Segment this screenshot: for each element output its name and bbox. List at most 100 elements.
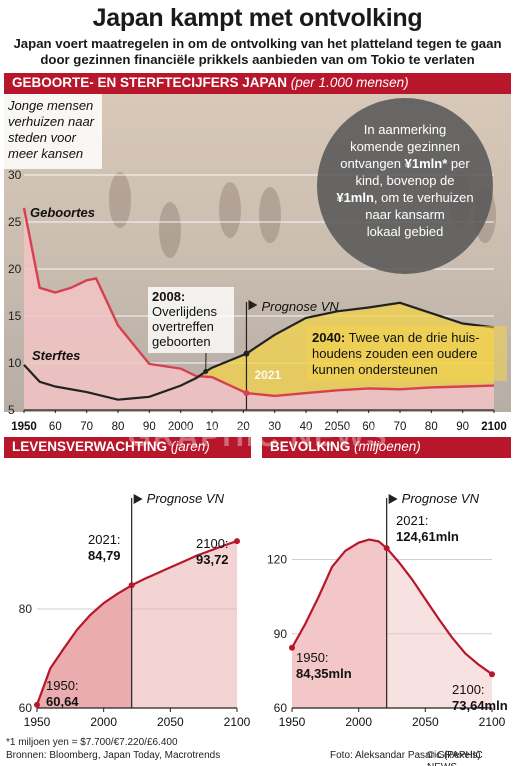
mid-value-label: 124,61mln (396, 529, 459, 544)
x-tick-label-70: 70 (80, 421, 93, 433)
future-note-first-line: 2040: Twee van de drie huis- (312, 330, 479, 345)
y-tick-label-120: 120 (267, 553, 287, 567)
x-tick-label-2000: 2000 (168, 421, 194, 433)
deaths-2021-point (243, 350, 250, 357)
x-tick-label-2000: 2000 (90, 715, 117, 729)
birth-death-chart-unit: (per 1.000 mensen) (290, 75, 409, 90)
footnote: *1 miljoen yen = $7.700/€7.220/£6.400 (6, 737, 178, 748)
y-tick-label-5: 5 (8, 403, 15, 417)
forecast-marker-arrow (133, 494, 143, 504)
data-point-2 (234, 538, 240, 545)
crossover-note: Overlijdens overtreffen geboorten (152, 304, 218, 349)
population-unit: (miljoenen) (354, 439, 421, 454)
callout-run: , om te verhuizen (374, 190, 474, 205)
page-title: Japan kampt met ontvolking (92, 4, 423, 32)
births-area (24, 207, 494, 410)
subsidy-callout-line: naar kansarm (365, 207, 444, 222)
deaths-line (23, 301, 495, 401)
future-note-panel (307, 326, 507, 381)
young-people-note-line: meer kansen (8, 146, 83, 161)
data-point-0 (34, 701, 40, 708)
callout-amount: ¥1mln (336, 190, 374, 205)
y-tick-label-10: 10 (8, 356, 22, 370)
forecast-label: Prognose VN (402, 491, 480, 506)
data-point-2 (489, 671, 495, 678)
start-year-label: 1950: (46, 678, 79, 693)
y-tick-label-15: 15 (8, 309, 22, 323)
year-marker-2021: 2021 (254, 368, 281, 382)
population-chart: 60 90 120 1950 2000 2050 2100 Prognose VN 1950:8… (267, 491, 508, 729)
x-tick-label-2100: 2100 (479, 715, 506, 729)
x-tick-label-20: 20 (237, 421, 250, 433)
population-title: BEVOLKING (270, 439, 351, 454)
life-expectancy-title-bar: LEVENSVERWACHTING (jaren) (4, 437, 251, 458)
x-tick-label-90: 90 (456, 421, 469, 433)
end-year-label: 2100: (452, 682, 485, 697)
mid-value-label: 84,79 (88, 548, 121, 563)
subsidy-callout-circle (317, 98, 493, 274)
subsidy-callout-line: ontvangen ¥1mln* per (340, 156, 470, 171)
end-value-label: 73,64mln (452, 698, 508, 713)
brand-credit: © GRAPHIC NEWS (427, 750, 483, 766)
young-people-panel (4, 94, 102, 169)
start-value-label: 60,64 (46, 694, 79, 709)
photo-figure-0 (109, 172, 131, 228)
end-year-label: 2100: (196, 536, 229, 551)
callout-run: per (447, 156, 470, 171)
subsidy-callout-line: In aanmerking (364, 122, 446, 137)
subtitle-line-2: door gezinnen financiële prikkels aanbie… (40, 52, 475, 67)
forecast-label: Prognose VN (261, 299, 339, 314)
x-tick-label-1950: 1950 (11, 421, 37, 433)
x-tick-label-70: 70 (394, 421, 407, 433)
young-people-note-line: steden voor (8, 130, 77, 145)
page-subtitle: Japan voert maatregelen in om de ontvolk… (6, 36, 509, 68)
crossover-note-line: Overlijdens (152, 304, 218, 319)
crossover-point (203, 368, 209, 374)
births-line (22, 207, 495, 398)
population-title-bar: BEVOLKING (miljoenen) (262, 437, 511, 458)
data-point-1 (128, 582, 135, 589)
sources: Bronnen: Bloomberg, Japan Today, Macrotr… (6, 750, 221, 761)
photo-figure-3 (259, 187, 281, 243)
x-tick-label-1950: 1950 (24, 715, 51, 729)
y-tick-label-90: 90 (274, 627, 288, 641)
x-tick-label-2050: 2050 (157, 715, 184, 729)
deaths-series-label: Sterftes (32, 348, 80, 363)
mid-year-label: 2021: (88, 532, 121, 547)
young-people-note-line: verhuizen naar (8, 114, 95, 129)
y-tick-label-30: 30 (8, 168, 22, 182)
x-tick-label-80: 80 (112, 421, 125, 433)
subsidy-callout-line: ¥1mln, om te verhuizen (336, 190, 473, 205)
photo-figure-1 (159, 202, 181, 258)
x-tick-label-2100: 2100 (224, 715, 251, 729)
start-year-label: 1950: (296, 650, 329, 665)
y-tick-label-25: 25 (8, 215, 22, 229)
area-forecast (131, 541, 237, 708)
subsidy-callout-line: kind, bovenop de (355, 173, 454, 188)
crossover-note-panel (148, 287, 234, 353)
photo-figure-2 (219, 182, 241, 238)
x-tick-label-30: 30 (268, 421, 281, 433)
subsidy-callout-line: komende gezinnen (350, 139, 460, 154)
data-point-1 (383, 545, 390, 552)
mid-year-label: 2021: (396, 513, 429, 528)
x-tick-label-40: 40 (300, 421, 313, 433)
birth-death-chart-title-bar: GEBOORTE- EN STERFTECIJFERS JAPAN (per 1… (4, 73, 511, 94)
area-history (37, 585, 132, 708)
young-people-note-line: Jonge mensen (7, 98, 93, 113)
x-tick-label-1950: 1950 (279, 715, 306, 729)
forecast-marker-arrow (248, 300, 258, 310)
birth-death-chart-title: GEBOORTE- EN STERFTECIJFERS JAPAN (12, 75, 288, 90)
life-expectancy-chart: 60 80 1950 2000 2050 2100 Prognose VN 1950:60,6… (19, 491, 251, 729)
x-tick-label-2050: 2050 (325, 421, 351, 433)
x-tick-label-60: 60 (49, 421, 62, 433)
future-note: houdens zouden een oudere kunnen onderste… (312, 346, 478, 377)
x-tick-label-10: 10 (206, 421, 219, 433)
photo-credit: Foto: Aleksandar Pasaric (Pexels) (330, 750, 481, 761)
area-forecast (386, 548, 492, 708)
young-people-note: Jonge mensen verhuizen naar steden voor mee… (7, 98, 95, 161)
births-series-label: Geboortes (30, 205, 95, 220)
subsidy-callout-line: lokaal gebied (367, 224, 444, 239)
end-value-label: 93,72 (196, 552, 229, 567)
